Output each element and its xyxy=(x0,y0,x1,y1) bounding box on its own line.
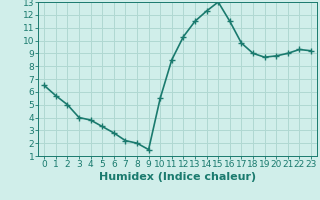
X-axis label: Humidex (Indice chaleur): Humidex (Indice chaleur) xyxy=(99,172,256,182)
